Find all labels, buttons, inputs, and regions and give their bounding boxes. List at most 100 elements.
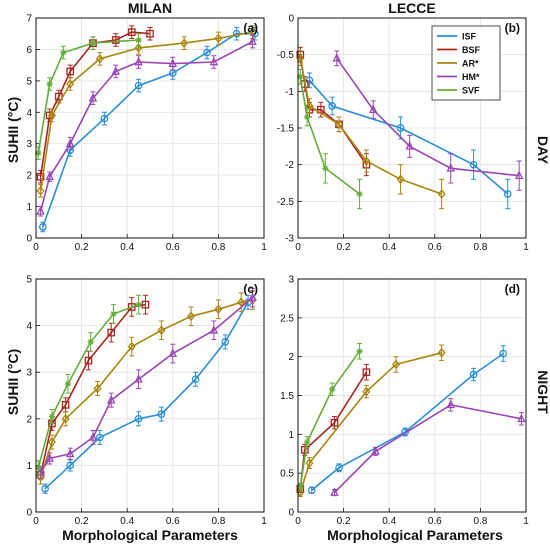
- panel-a: 0 1 2 3 4 5 6 7 0 0.2 0.4 0.6 0.8 1 MILAN (a): [26, 0, 267, 253]
- y-tick-label: 3: [288, 275, 294, 286]
- series-line-isf: [44, 301, 249, 490]
- data-point-ar: [437, 347, 446, 358]
- series-line-hm: [39, 40, 253, 212]
- data-point-svf: [329, 386, 336, 393]
- data-point-ar: [61, 413, 70, 424]
- data-point-ar: [36, 186, 45, 196]
- data-point-hm: [65, 138, 75, 148]
- y-tick-label: 2.5: [280, 313, 294, 324]
- x-tick-label: 0.8: [211, 242, 225, 253]
- data-point-ar: [157, 325, 166, 336]
- series-svf: [297, 342, 363, 492]
- data-point-svf: [303, 438, 311, 446]
- series-hm: [330, 398, 526, 497]
- series-svf: [35, 294, 142, 476]
- x-axis-title-right: Morphological Parameters: [327, 527, 503, 543]
- y-tick-label: 0: [26, 508, 32, 519]
- data-point-isf: [221, 338, 230, 346]
- data-point-hm: [514, 170, 524, 180]
- data-point-hm: [405, 141, 414, 150]
- x-tick-label: 0.2: [337, 242, 351, 253]
- series-isf: [41, 294, 252, 494]
- plot-frame: [297, 17, 527, 239]
- data-point-isf: [396, 124, 405, 132]
- plot-frame: [35, 278, 265, 513]
- y-axis-title-top: SUHII (°C): [5, 97, 21, 163]
- x-tick-label: 0.2: [75, 242, 89, 253]
- data-point-hm: [65, 448, 75, 458]
- data-point-hm: [209, 56, 219, 66]
- series-line-svf: [299, 350, 361, 488]
- data-point-svf: [89, 39, 97, 47]
- data-point-hm: [248, 292, 257, 301]
- data-point-bsf: [84, 356, 93, 365]
- y-tick-label: 3: [26, 139, 32, 150]
- y-tick-label: 3: [26, 368, 32, 379]
- day-label: DAY: [535, 136, 550, 165]
- data-point-isf: [66, 461, 75, 470]
- y-tick-label: 4: [26, 321, 32, 332]
- data-point-svf: [48, 413, 56, 420]
- data-point-svf: [297, 73, 304, 80]
- series-isf: [307, 345, 508, 495]
- y-tick-label: -0.5: [277, 50, 295, 61]
- data-point-bsf: [330, 418, 339, 427]
- y-tick-label: 7: [26, 14, 32, 25]
- y-tick-label: -2: [285, 160, 294, 171]
- series-bsf: [296, 46, 371, 177]
- data-point-svf: [356, 190, 363, 198]
- plot-frame: [297, 278, 527, 513]
- panel-d: 0 0.5 1 1.5 2 2.5 3 0 0.2 0.4 0.6 0.8 1 (d): [280, 275, 529, 528]
- data-point-hm: [330, 487, 339, 496]
- legend-entry: ISF: [462, 32, 477, 42]
- x-tick-label: 0.6: [166, 242, 180, 253]
- data-point-hm: [45, 453, 54, 462]
- data-point-ar: [47, 110, 57, 121]
- x-tick-label: 0.4: [120, 242, 134, 253]
- plot-frame: [35, 17, 265, 239]
- data-point-isf: [95, 433, 104, 442]
- x-tick-label: 0.6: [166, 516, 180, 527]
- data-point-ar: [93, 383, 102, 394]
- x-tick-label: 1: [261, 516, 267, 527]
- y-tick-label: 0: [26, 234, 32, 245]
- data-point-hm: [446, 163, 456, 172]
- legend-entry: BSF: [462, 45, 481, 55]
- y-tick-label: -2.5: [277, 197, 295, 208]
- series-line-hm: [39, 296, 254, 473]
- y-tick-label: 4: [26, 108, 32, 119]
- data-point-hm: [88, 432, 98, 441]
- data-point-ar: [237, 297, 246, 308]
- series-line-isf: [311, 352, 504, 491]
- x-tick-label: 0.8: [473, 516, 487, 527]
- x-tick-label: 0.6: [428, 242, 442, 253]
- x-tick-label: 0.4: [382, 242, 396, 253]
- data-point-hm: [248, 36, 257, 45]
- data-point-bsf: [66, 67, 75, 76]
- y-tick-label: 1.5: [280, 391, 294, 402]
- data-point-ar: [214, 33, 223, 44]
- y-tick-label: 2: [26, 414, 32, 425]
- data-point-svf: [87, 338, 94, 346]
- data-point-ar: [305, 101, 314, 111]
- y-tick-label: 1: [26, 461, 32, 472]
- panel-letter: (c): [243, 282, 258, 296]
- series-hm: [332, 50, 524, 191]
- data-point-isf: [100, 114, 109, 123]
- y-tick-label: 1: [288, 430, 294, 441]
- data-point-svf: [35, 149, 42, 157]
- data-point-ar: [391, 359, 401, 370]
- x-tick-label: 0: [33, 516, 39, 527]
- data-point-hm: [168, 348, 178, 357]
- data-point-isf: [41, 484, 49, 493]
- series-hm: [36, 287, 257, 479]
- data-point-svf: [60, 49, 67, 56]
- data-point-isf: [335, 463, 343, 472]
- panel-letter: (d): [505, 282, 520, 296]
- data-point-bsf: [127, 28, 136, 36]
- data-point-hm: [168, 58, 178, 67]
- data-point-bsf: [146, 29, 154, 38]
- y-tick-label: 5: [26, 275, 32, 286]
- data-point-svf: [356, 348, 363, 355]
- data-point-ar: [214, 304, 223, 315]
